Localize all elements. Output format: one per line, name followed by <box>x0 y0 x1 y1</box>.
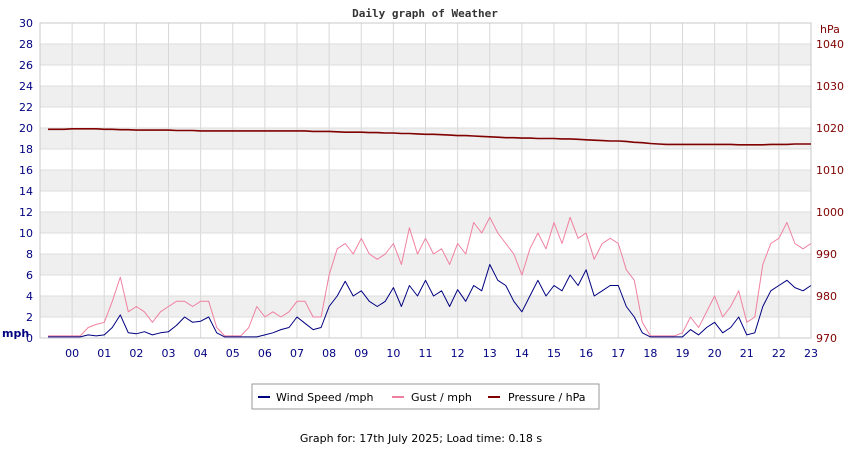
x-tick-label: 16 <box>579 347 593 360</box>
x-tick-label: 06 <box>258 347 272 360</box>
left-tick-label: 2 <box>26 311 33 324</box>
x-tick-label: 21 <box>740 347 754 360</box>
right-tick-label: 1040 <box>816 38 844 51</box>
left-axis-unit: mph <box>2 327 29 340</box>
right-tick-label: 1010 <box>816 164 844 177</box>
horizontal-gridlines <box>40 22 811 339</box>
gust-line <box>48 216 812 337</box>
left-tick-label: 14 <box>19 185 33 198</box>
x-tick-label: 22 <box>772 347 786 360</box>
x-tick-label: 19 <box>676 347 690 360</box>
x-tick-label: 17 <box>611 347 625 360</box>
chart-title: Daily graph of Weather <box>352 7 498 20</box>
legend-label-gust: Gust / mph <box>411 391 472 404</box>
series-layer <box>48 128 812 338</box>
plot-border <box>39 22 812 339</box>
right-tick-label: 980 <box>816 290 837 303</box>
x-tick-label: 11 <box>419 347 433 360</box>
x-tick-label: 12 <box>451 347 465 360</box>
left-tick-label: 26 <box>19 59 33 72</box>
x-tick-label: 03 <box>162 347 176 360</box>
x-tick-label: 08 <box>322 347 336 360</box>
right-tick-label: 1030 <box>816 80 844 93</box>
x-tick-label: 07 <box>290 347 304 360</box>
left-tick-label: 28 <box>19 38 33 51</box>
x-tick-label: 02 <box>129 347 143 360</box>
right-tick-label: 1000 <box>816 206 844 219</box>
left-tick-label: 0 <box>26 332 33 345</box>
left-tick-label: 12 <box>19 206 33 219</box>
legend-label-wind: Wind Speed /mph <box>276 391 374 404</box>
x-tick-label: 05 <box>226 347 240 360</box>
x-tick-label: 14 <box>515 347 529 360</box>
left-tick-label: 8 <box>26 248 33 261</box>
right-axis-unit: hPa <box>820 23 840 36</box>
right-tick-label: 970 <box>816 332 837 345</box>
right-axis-ticks: 970 980 990 1000 1010 1020 1030 1040 <box>816 38 844 345</box>
left-tick-label: 18 <box>19 143 33 156</box>
left-tick-label: 4 <box>26 290 33 303</box>
x-tick-label: 20 <box>708 347 722 360</box>
pressure-line <box>48 128 811 146</box>
x-tick-label: 18 <box>643 347 657 360</box>
right-tick-label: 1020 <box>816 122 844 135</box>
x-tick-label: 13 <box>483 347 497 360</box>
legend-label-pressure: Pressure / hPa <box>508 391 586 404</box>
x-tick-label: 10 <box>386 347 400 360</box>
x-tick-label: 00 <box>65 347 79 360</box>
left-tick-label: 30 <box>19 17 33 30</box>
left-tick-label: 6 <box>26 269 33 282</box>
left-tick-label: 20 <box>19 122 33 135</box>
left-tick-label: 10 <box>19 227 33 240</box>
x-tick-label: 04 <box>194 347 208 360</box>
x-tick-label: 01 <box>97 347 111 360</box>
footer-text: Graph for: 17th July 2025; Load time: 0.… <box>300 432 543 445</box>
legend-box <box>251 383 600 410</box>
wind-speed-line <box>48 264 812 338</box>
x-tick-label: 09 <box>354 347 368 360</box>
x-axis-ticks: 00 01 02 03 04 05 06 07 08 09 10 11 12 13 14 15 16 17 18 19… <box>65 347 818 360</box>
legend: Wind Speed /mph Gust / mph Pressure / hP… <box>251 383 600 410</box>
right-tick-label: 990 <box>816 248 837 261</box>
left-tick-label: 16 <box>19 164 33 177</box>
x-tick-label: 15 <box>547 347 561 360</box>
left-tick-label: 24 <box>19 80 33 93</box>
left-tick-label: 22 <box>19 101 33 114</box>
x-tick-label: 23 <box>804 347 818 360</box>
